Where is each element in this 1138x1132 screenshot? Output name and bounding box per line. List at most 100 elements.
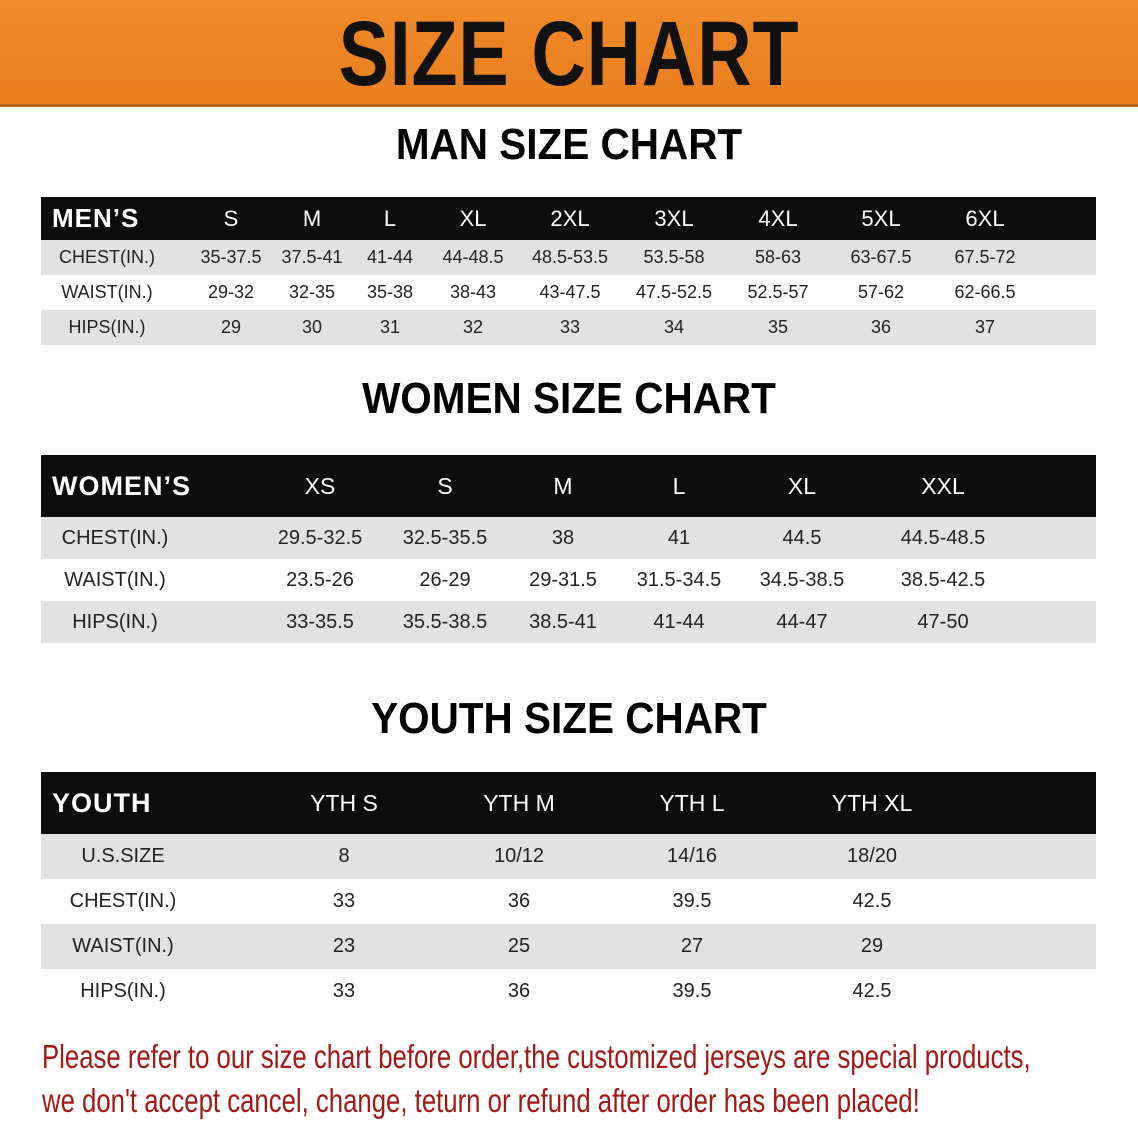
table-cell: 32.5-35.5 bbox=[402, 526, 488, 549]
table-cell: 37 bbox=[974, 317, 996, 337]
table-cell: 18/20 bbox=[846, 845, 898, 867]
size-header: M bbox=[553, 472, 573, 499]
table-cell: 39.5 bbox=[672, 890, 712, 912]
men-header-label: MEN’S bbox=[52, 203, 140, 233]
table-cell: 44-47 bbox=[776, 610, 828, 633]
table-cell: 29.5-32.5 bbox=[277, 526, 363, 549]
row-label: HIPS(IN.) bbox=[80, 980, 166, 1002]
table-cell: 37.5-41 bbox=[281, 247, 343, 267]
table-cell: 33 bbox=[332, 980, 356, 1002]
size-header: XS bbox=[304, 472, 336, 499]
table-cell: 47-50 bbox=[917, 610, 969, 633]
table-row: WAIST(IN.) 23.5-26 26-29 29-31.5 31.5-34.5 34… bbox=[41, 559, 1096, 601]
table-cell: 29-31.5 bbox=[529, 568, 597, 591]
size-header: XXL bbox=[921, 472, 965, 499]
table-cell: 38 bbox=[551, 526, 575, 549]
table-cell: 26-29 bbox=[419, 568, 471, 591]
table-cell: 32-35 bbox=[288, 282, 336, 302]
size-header: S bbox=[437, 472, 453, 499]
women-header-label: WOMEN’S bbox=[52, 470, 191, 501]
table-cell: 14/16 bbox=[666, 845, 718, 867]
table-cell: 34.5-38.5 bbox=[759, 568, 845, 591]
table-cell: 27 bbox=[680, 935, 704, 957]
table-cell: 31.5-34.5 bbox=[636, 568, 722, 591]
size-header: XL bbox=[459, 205, 487, 231]
size-header: 2XL bbox=[550, 205, 590, 231]
size-header: 3XL bbox=[654, 205, 694, 231]
table-row: CHEST(IN.) 29.5-32.5 32.5-35.5 38 41 44.5 44.5… bbox=[41, 517, 1096, 559]
row-label: WAIST(IN.) bbox=[64, 568, 166, 591]
youth-header-label: YOUTH bbox=[52, 787, 152, 818]
table-cell: 38-43 bbox=[449, 282, 497, 302]
table-cell: 35.5-38.5 bbox=[402, 610, 488, 633]
men-header-row: MEN’S S M L XL 2XL 3XL 4XL 5XL 6XL bbox=[41, 197, 1096, 240]
table-cell: 36 bbox=[870, 317, 892, 337]
table-row: HIPS(IN.) 33-35.5 35.5-38.5 38.5-41 41-44 44-… bbox=[41, 601, 1096, 643]
table-cell: 47.5-52.5 bbox=[635, 282, 713, 302]
table-cell: 41-44 bbox=[653, 610, 705, 633]
table-cell: 41 bbox=[667, 526, 691, 549]
row-label: HIPS(IN.) bbox=[68, 317, 146, 337]
table-cell: 33 bbox=[559, 317, 581, 337]
table-cell: 38.5-42.5 bbox=[900, 568, 986, 591]
men-section-title: MAN SIZE CHART bbox=[395, 120, 743, 169]
table-cell: 29-32 bbox=[207, 282, 255, 302]
youth-header-row: YOUTH YTH S YTH M YTH L YTH XL bbox=[41, 772, 1096, 834]
table-cell: 34 bbox=[663, 317, 685, 337]
size-header: S bbox=[223, 205, 239, 231]
table-cell: 53.5-58 bbox=[643, 247, 705, 267]
table-row: WAIST(IN.) 29-32 32-35 35-38 38-43 43-47.5 47.… bbox=[41, 275, 1096, 310]
table-cell: 42.5 bbox=[852, 980, 892, 1002]
table-row: CHEST(IN.) 33 36 39.5 42.5 bbox=[41, 879, 1096, 924]
table-cell: 31 bbox=[379, 317, 401, 337]
table-row: HIPS(IN.) 29 30 31 32 33 34 35 36 37 bbox=[41, 310, 1096, 345]
table-cell: 42.5 bbox=[852, 890, 892, 912]
size-header: XL bbox=[787, 472, 817, 499]
table-cell: 25 bbox=[507, 935, 531, 957]
size-header: YTH S bbox=[310, 789, 378, 816]
table-cell: 43-47.5 bbox=[539, 282, 601, 302]
size-header: L bbox=[672, 472, 686, 499]
row-label: CHEST(IN.) bbox=[69, 890, 177, 912]
row-label: HIPS(IN.) bbox=[72, 610, 158, 633]
table-cell: 29 bbox=[860, 935, 884, 957]
row-label: WAIST(IN.) bbox=[72, 935, 174, 957]
notice-line-2: we don't accept cancel, change, teturn o… bbox=[42, 1082, 920, 1119]
table-cell: 44.5 bbox=[782, 526, 822, 549]
notice-line-1: Please refer to our size chart before or… bbox=[42, 1038, 1031, 1075]
table-cell: 35 bbox=[767, 317, 789, 337]
size-header: 6XL bbox=[965, 205, 1005, 231]
table-cell: 36 bbox=[507, 890, 531, 912]
table-cell: 32 bbox=[462, 317, 484, 337]
table-row: HIPS(IN.) 33 36 39.5 42.5 bbox=[41, 969, 1096, 1014]
row-label: CHEST(IN.) bbox=[61, 526, 169, 549]
table-row: U.S.SIZE 8 10/12 14/16 18/20 bbox=[41, 834, 1096, 879]
table-cell: 33-35.5 bbox=[286, 610, 354, 633]
table-cell: 63-67.5 bbox=[850, 247, 912, 267]
row-label: U.S.SIZE bbox=[81, 845, 165, 867]
table-cell: 35-37.5 bbox=[200, 247, 262, 267]
size-header: YTH L bbox=[659, 789, 725, 816]
table-cell: 23 bbox=[332, 935, 356, 957]
table-cell: 33 bbox=[332, 890, 356, 912]
size-header: YTH XL bbox=[831, 789, 913, 816]
table-cell: 29 bbox=[220, 317, 242, 337]
table-cell: 44.5-48.5 bbox=[900, 526, 986, 549]
row-label: WAIST(IN.) bbox=[61, 282, 153, 302]
banner: SIZE CHART bbox=[0, 0, 1138, 107]
table-cell: 41-44 bbox=[366, 247, 414, 267]
table-row: CHEST(IN.) 35-37.5 37.5-41 41-44 44-48.5 48.5… bbox=[41, 240, 1096, 275]
women-section-title: WOMEN SIZE CHART bbox=[362, 374, 776, 423]
table-cell: 48.5-53.5 bbox=[531, 247, 609, 267]
table-cell: 8 bbox=[338, 845, 350, 867]
size-header: M bbox=[302, 205, 322, 231]
row-label: CHEST(IN.) bbox=[59, 247, 155, 267]
table-cell: 58-63 bbox=[754, 247, 802, 267]
table-cell: 44-48.5 bbox=[442, 247, 504, 267]
table-cell: 30 bbox=[301, 317, 323, 337]
table-cell: 10/12 bbox=[493, 845, 545, 867]
banner-title: SIZE CHART bbox=[338, 3, 800, 105]
table-cell: 36 bbox=[507, 980, 531, 1002]
table-cell: 62-66.5 bbox=[954, 282, 1016, 302]
table-cell: 38.5-41 bbox=[529, 610, 597, 633]
